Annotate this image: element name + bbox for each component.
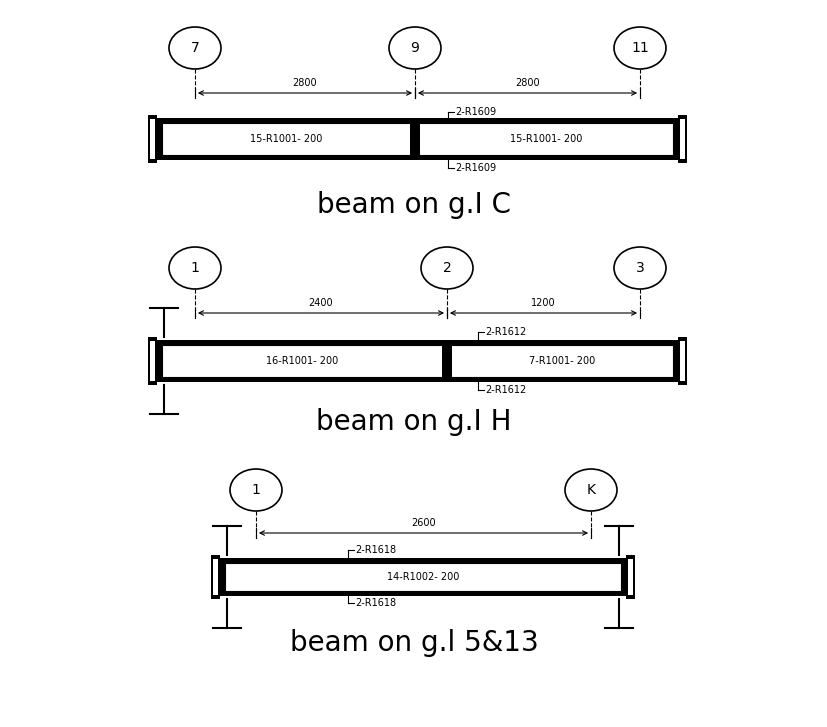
Text: beam on g.I C: beam on g.I C (317, 191, 510, 219)
Ellipse shape (389, 27, 441, 69)
Bar (157, 118, 677, 160)
Bar (211, 555, 220, 599)
Text: 2800: 2800 (292, 78, 317, 88)
Bar (677, 115, 686, 163)
Text: 3: 3 (635, 261, 643, 275)
Bar (679, 341, 684, 381)
Bar (679, 119, 684, 159)
Text: 2400: 2400 (308, 298, 333, 308)
Text: K: K (586, 483, 595, 497)
Ellipse shape (169, 247, 221, 289)
Text: 1200: 1200 (531, 298, 555, 308)
Text: 2800: 2800 (514, 78, 539, 88)
Bar (150, 119, 155, 159)
Text: 9: 9 (410, 41, 419, 55)
Bar (220, 558, 625, 596)
Bar (157, 340, 677, 382)
Ellipse shape (614, 27, 665, 69)
Bar (162, 123, 672, 155)
Text: 16-R1001- 200: 16-R1001- 200 (265, 356, 337, 366)
Text: 2-R1609: 2-R1609 (455, 163, 495, 173)
Bar (677, 337, 686, 385)
Text: 2-R1618: 2-R1618 (355, 598, 395, 608)
Ellipse shape (420, 247, 472, 289)
Text: 2-R1612: 2-R1612 (485, 327, 526, 337)
Text: 14-R1002- 200: 14-R1002- 200 (386, 572, 459, 582)
Text: 1: 1 (190, 261, 199, 275)
Bar (162, 345, 672, 377)
Text: 15-R1001- 200: 15-R1001- 200 (509, 134, 582, 144)
Text: 1: 1 (251, 483, 261, 497)
Bar (442, 340, 452, 382)
Ellipse shape (230, 469, 282, 511)
Text: 15-R1001- 200: 15-R1001- 200 (250, 134, 322, 144)
Bar (148, 337, 157, 385)
Bar (225, 563, 620, 591)
Bar (625, 555, 634, 599)
Bar (627, 559, 632, 595)
Text: 2: 2 (442, 261, 451, 275)
Ellipse shape (564, 469, 616, 511)
Bar (409, 118, 419, 160)
Text: 2-R1618: 2-R1618 (355, 545, 395, 555)
Text: 2600: 2600 (411, 518, 435, 528)
Text: 2-R1609: 2-R1609 (455, 107, 495, 117)
Text: 7-R1001- 200: 7-R1001- 200 (528, 356, 595, 366)
Bar (148, 115, 157, 163)
Ellipse shape (614, 247, 665, 289)
Text: beam on g.l 5&13: beam on g.l 5&13 (289, 629, 538, 657)
Ellipse shape (169, 27, 221, 69)
Text: beam on g.I H: beam on g.I H (316, 408, 511, 436)
Text: 2-R1612: 2-R1612 (485, 385, 526, 395)
Text: 11: 11 (630, 41, 648, 55)
Bar (213, 559, 218, 595)
Text: 7: 7 (190, 41, 199, 55)
Bar (150, 341, 155, 381)
